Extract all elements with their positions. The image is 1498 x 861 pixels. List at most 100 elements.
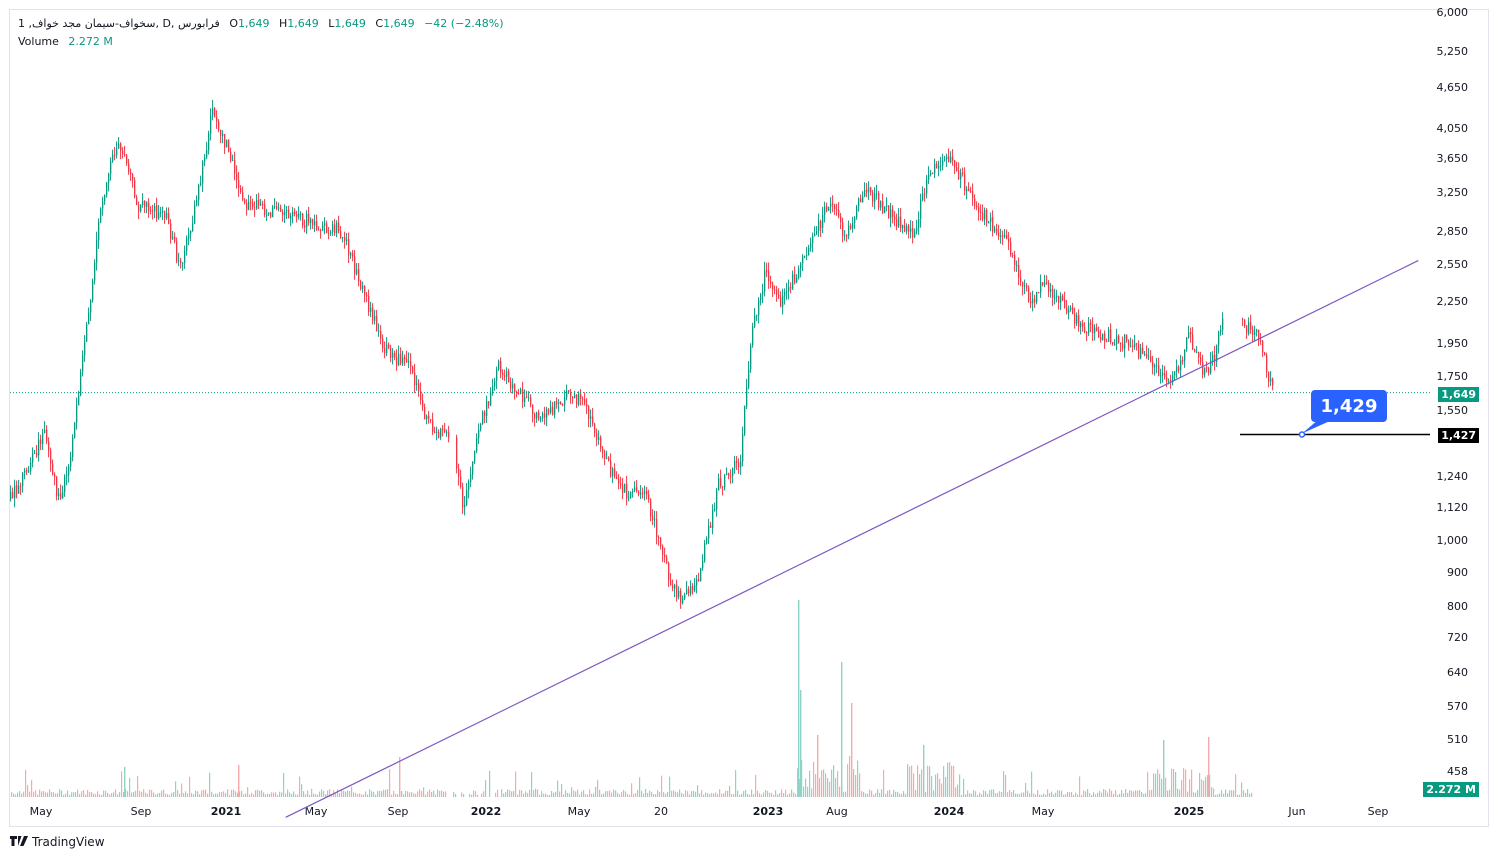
- candle-body: [800, 263, 802, 269]
- callout-pointer: [1302, 420, 1332, 434]
- candle-body: [756, 315, 758, 317]
- volume-bar: [997, 792, 999, 797]
- volume-bar: [537, 789, 539, 797]
- candle-body: [122, 150, 124, 155]
- volume-bar: [77, 789, 79, 797]
- volume-bar: [1191, 769, 1193, 797]
- candle-body: [962, 172, 964, 174]
- volume-bar: [985, 791, 987, 797]
- volume-bar: [661, 775, 663, 797]
- legend-symbol[interactable]: 1 ,سخواف-سیمان مجد خواف, D, فرابورس: [18, 17, 220, 30]
- volume-bar: [737, 790, 739, 797]
- volume-bar: [971, 793, 973, 797]
- candle-body: [160, 212, 162, 214]
- volume-bar: [371, 791, 373, 797]
- candle-body: [184, 251, 186, 263]
- candle-body: [966, 188, 968, 191]
- volume-bar: [1017, 793, 1019, 797]
- volume-bar: [177, 790, 179, 797]
- price-tick-label: 800: [1447, 600, 1468, 613]
- volume-bar: [151, 790, 153, 797]
- volume-bar: [1153, 773, 1155, 797]
- volume-bar: [1195, 792, 1197, 797]
- time-tick-label: May: [568, 805, 591, 818]
- price-callout[interactable]: 1,429: [1311, 390, 1387, 422]
- candle-body: [960, 172, 962, 180]
- volume-bar: [359, 793, 361, 797]
- candle-body: [1074, 314, 1076, 324]
- volume-bar: [1015, 793, 1017, 797]
- volume-bar: [769, 792, 771, 797]
- volume-bar: [141, 791, 143, 797]
- volume-bar: [231, 789, 233, 797]
- candle-body: [148, 202, 150, 211]
- volume-label[interactable]: Volume: [18, 35, 59, 48]
- volume-bar: [1199, 772, 1201, 797]
- candle-body: [406, 358, 408, 363]
- candle-body: [704, 543, 706, 562]
- candle-body: [930, 173, 932, 175]
- candle-body: [848, 225, 850, 236]
- volume-bar: [883, 769, 885, 797]
- candle-body: [1172, 375, 1174, 383]
- volume-bar: [1023, 792, 1025, 797]
- volume-bar: [791, 789, 793, 797]
- volume-bar: [303, 791, 305, 797]
- candle-body: [472, 461, 474, 475]
- candle-body: [1018, 265, 1020, 278]
- candle-body: [60, 493, 62, 499]
- candle-body: [310, 219, 312, 224]
- candle-body: [248, 201, 250, 210]
- volume-bar: [117, 794, 119, 797]
- volume-bar: [349, 790, 351, 797]
- volume-bar: [1061, 790, 1063, 797]
- candle-body: [556, 401, 558, 404]
- volume-bar: [767, 790, 769, 797]
- candle-body: [1250, 322, 1252, 330]
- volume-bar: [889, 789, 891, 797]
- candle-body: [16, 485, 18, 494]
- candle-body: [478, 429, 480, 438]
- price-tick-label: 1,550: [1437, 404, 1469, 417]
- volume-bar: [55, 793, 57, 797]
- candle-body: [50, 450, 52, 464]
- candle-body: [1184, 350, 1186, 361]
- time-tick-label: 2024: [934, 805, 965, 818]
- volume-bar: [15, 794, 17, 797]
- volume-bar: [1123, 793, 1125, 797]
- tradingview-branding[interactable]: TradingView: [10, 835, 105, 849]
- volume-bar: [519, 789, 521, 797]
- candle-body: [630, 492, 632, 498]
- candle-body: [1156, 365, 1158, 367]
- candle-body: [1094, 327, 1096, 334]
- volume-bar: [219, 792, 221, 797]
- volume-bar: [1219, 793, 1221, 797]
- volume-bar: [1041, 794, 1043, 797]
- volume-bar: [699, 793, 701, 797]
- time-tick-label: May: [30, 805, 53, 818]
- candle-body: [322, 225, 324, 231]
- candle-body: [68, 466, 70, 475]
- candle-body: [18, 485, 20, 494]
- volume-bar: [455, 793, 457, 797]
- volume-bar: [629, 794, 631, 797]
- candle-body: [674, 584, 676, 589]
- candle-body: [1024, 285, 1026, 287]
- candle-body: [1022, 281, 1024, 287]
- volume-bar: [525, 791, 527, 797]
- volume-bar: [659, 791, 661, 797]
- time-tick-label: Aug: [826, 805, 847, 818]
- candle-body: [372, 307, 374, 321]
- candle-body: [244, 199, 246, 204]
- candle-body: [290, 216, 292, 219]
- volume-bar: [1149, 790, 1151, 797]
- volume-bar: [415, 793, 417, 797]
- candle-body: [1210, 360, 1212, 373]
- volume-bar: [647, 793, 649, 797]
- volume-bar: [579, 794, 581, 797]
- candle-body: [936, 163, 938, 169]
- volume-bar: [157, 793, 159, 797]
- candle-body: [658, 537, 660, 539]
- volume-bar: [665, 793, 667, 797]
